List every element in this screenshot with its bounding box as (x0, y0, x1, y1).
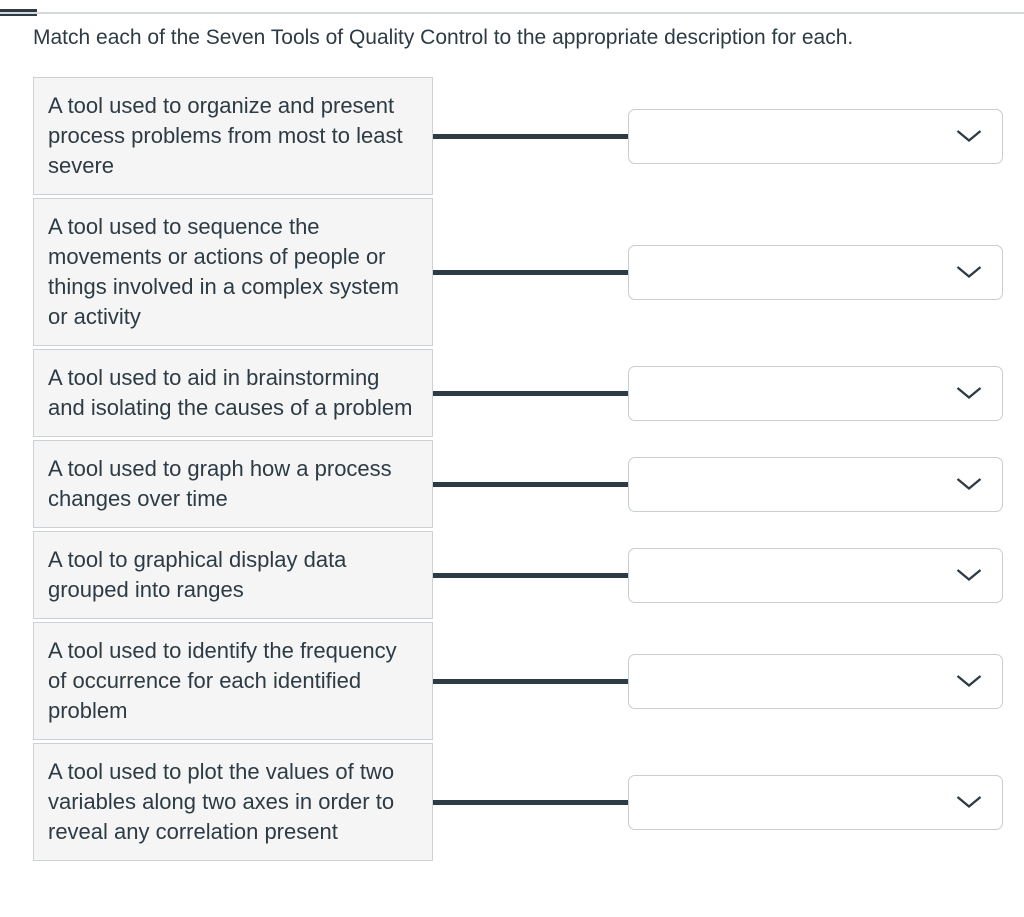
matching-question-body: A tool used to organize and present proc… (33, 77, 1003, 861)
chevron-down-icon (956, 266, 982, 278)
description-box: A tool used to identify the frequency of… (33, 622, 433, 740)
chevron-down-icon (956, 387, 982, 399)
connector-line (433, 269, 628, 275)
chevron-down-icon (956, 569, 982, 581)
answer-dropdown[interactable] (628, 244, 1003, 300)
answer-dropdown[interactable] (628, 365, 1003, 421)
question-prompt: Match each of the Seven Tools of Quality… (33, 26, 854, 49)
match-row: A tool used to plot the values of two va… (33, 743, 1003, 861)
answer-dropdown[interactable] (628, 108, 1003, 164)
description-text: A tool used to organize and present proc… (48, 93, 403, 178)
chevron-down-icon (956, 675, 982, 687)
description-box: A tool used to aid in brainstorming and … (33, 349, 433, 437)
match-row: A tool used to aid in brainstorming and … (33, 349, 1003, 437)
match-row: A tool to graphical display data grouped… (33, 531, 1003, 619)
connector-line (433, 390, 628, 396)
answer-dropdown[interactable] (628, 547, 1003, 603)
chevron-down-icon (956, 478, 982, 490)
description-box: A tool used to sequence the movements or… (33, 198, 433, 346)
description-text: A tool to graphical display data grouped… (48, 547, 347, 602)
description-text: A tool used to sequence the movements or… (48, 214, 399, 329)
chevron-down-icon (956, 130, 982, 142)
chevron-down-icon (956, 796, 982, 808)
answer-dropdown[interactable] (628, 774, 1003, 830)
description-text: A tool used to aid in brainstorming and … (48, 365, 413, 420)
match-row: A tool used to identify the frequency of… (33, 622, 1003, 740)
description-box: A tool used to graph how a process chang… (33, 440, 433, 528)
connector-line (433, 799, 628, 805)
connector-line (433, 481, 628, 487)
divider-line (0, 12, 1024, 14)
description-text: A tool used to graph how a process chang… (48, 456, 392, 511)
answer-dropdown[interactable] (628, 456, 1003, 512)
description-box: A tool used to plot the values of two va… (33, 743, 433, 861)
description-text: A tool used to identify the frequency of… (48, 638, 397, 723)
description-text: A tool used to plot the values of two va… (48, 759, 395, 844)
match-row: A tool used to organize and present proc… (33, 77, 1003, 195)
description-box: A tool to graphical display data grouped… (33, 531, 433, 619)
connector-line (433, 678, 628, 684)
answer-dropdown[interactable] (628, 653, 1003, 709)
top-divider (0, 0, 1024, 16)
match-row: A tool used to sequence the movements or… (33, 198, 1003, 346)
connector-line (433, 133, 628, 139)
match-row: A tool used to graph how a process chang… (33, 440, 1003, 528)
description-box: A tool used to organize and present proc… (33, 77, 433, 195)
connector-line (433, 572, 628, 578)
